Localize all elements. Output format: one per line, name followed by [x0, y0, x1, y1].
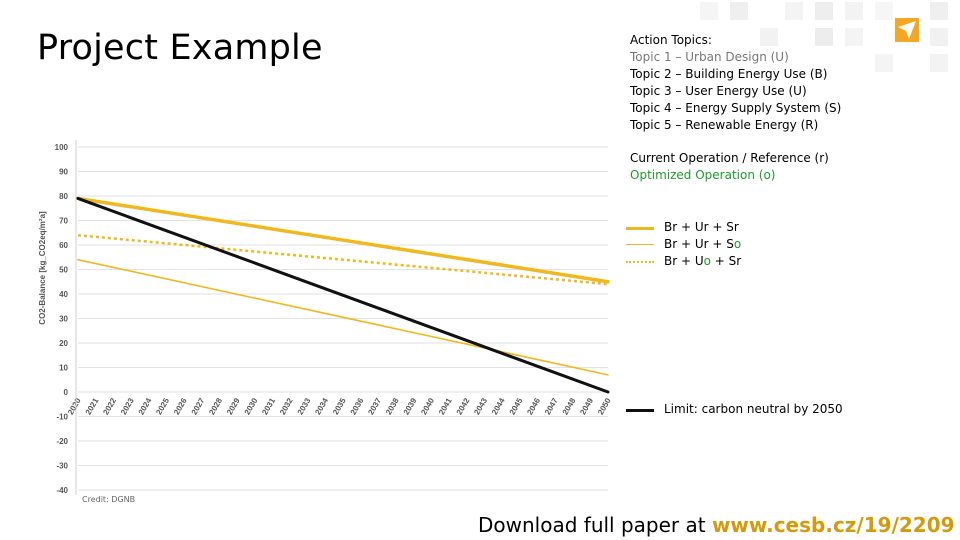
- y-tick-label: -30: [56, 462, 68, 471]
- page-title: Project Example: [37, 28, 323, 68]
- brand-logo-icon: [895, 18, 919, 42]
- y-tick-label: -10: [56, 413, 68, 422]
- topic-item: Topic 3 – User Energy Use (U): [630, 84, 807, 98]
- action-topics: Action Topics: Topic 1 – Urban Design (U…: [630, 32, 841, 134]
- operation-labels: Current Operation / Reference (r) Optimi…: [630, 150, 829, 184]
- y-tick-label: 80: [59, 192, 68, 201]
- topic-item: Topic 4 – Energy Supply System (S): [630, 101, 842, 115]
- series-line: [77, 233, 609, 286]
- topic-item: Topic 5 – Renewable Energy (R): [630, 118, 819, 132]
- series-line: [77, 258, 609, 376]
- chart-series: [76, 196, 610, 394]
- chart-gridlines: [78, 146, 608, 491]
- y-tick-label: 10: [59, 364, 68, 373]
- y-tick-label: 90: [59, 168, 68, 177]
- y-tick-label: -40: [56, 486, 68, 495]
- legend-label: Br + Ur + Sr: [664, 220, 739, 234]
- y-tick-label: 50: [59, 266, 68, 275]
- legend-label: Limit: carbon neutral by 2050: [664, 402, 843, 416]
- optimized-operation-label: Optimized Operation (o): [630, 168, 776, 182]
- action-topics-header: Action Topics:: [630, 33, 712, 47]
- credit-note: Credit: DGNB: [82, 495, 136, 504]
- download-note: Download full paper at www.cesb.cz/19/22…: [478, 513, 955, 537]
- topic-item: Topic 2 – Building Energy Use (B): [630, 67, 828, 81]
- legend-swatch: [626, 244, 654, 245]
- y-tick-label: 60: [59, 241, 68, 250]
- logo-area: [690, 0, 960, 90]
- legend-label: Br + Ur + So: [664, 237, 742, 251]
- y-tick-label: 40: [59, 290, 68, 299]
- topic-item: Topic 1 – Urban Design (U): [630, 50, 789, 64]
- download-prefix: Download full paper at: [478, 513, 712, 537]
- y-tick-label: 20: [59, 339, 68, 348]
- y-axis-label: CO2-Balance [kg_CO2eq/m²a]: [38, 211, 47, 325]
- download-link[interactable]: www.cesb.cz/19/2209: [711, 513, 955, 537]
- current-operation-label: Current Operation / Reference (r): [630, 151, 829, 165]
- y-tick-label: 0: [64, 388, 69, 397]
- y-tick-label: -20: [56, 437, 68, 446]
- series-line: [76, 196, 610, 394]
- y-tick-label: 70: [59, 217, 68, 226]
- y-tick-label: 100: [55, 143, 69, 152]
- legend-swatch: [626, 227, 654, 230]
- legend-swatch: [626, 409, 654, 412]
- legend-swatch: [626, 261, 654, 263]
- series-line: [76, 196, 610, 284]
- legend-label: Br + Uo + Sr: [664, 254, 742, 268]
- y-tick-label: 30: [59, 315, 68, 324]
